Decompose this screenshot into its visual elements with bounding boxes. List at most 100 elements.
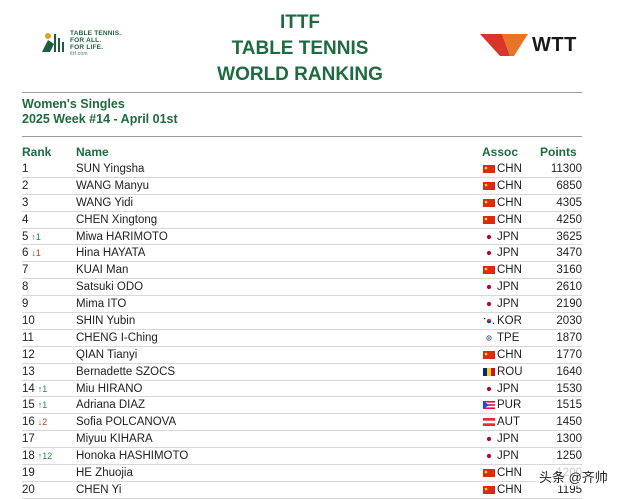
- assoc-code: CHN: [497, 163, 522, 175]
- rank-cell: 14 ↑1: [22, 381, 77, 397]
- table-row: 7 KUAI Man CHN 3160: [22, 262, 582, 280]
- rank-down-indicator: ↓1: [31, 248, 41, 259]
- rank-number: 7: [22, 264, 29, 277]
- points-cell: 1515: [556, 399, 582, 412]
- jpn-flag-icon: [483, 435, 495, 444]
- assoc-code: PUR: [497, 399, 522, 412]
- points-cell: 2610: [556, 281, 582, 294]
- assoc-code: JPN: [497, 281, 519, 294]
- player-name: Adriana DIAZ: [76, 399, 146, 412]
- rank-cell: 18 ↑12: [22, 448, 77, 464]
- jpn-flag-icon: [483, 384, 495, 393]
- player-name: Hina HAYATA: [76, 247, 146, 260]
- points-cell: 1640: [556, 365, 582, 378]
- week-label: 2025 Week #14 - April 01st: [22, 112, 178, 126]
- table-row: 17 Miyuu KIHARA JPN 1300: [22, 431, 582, 449]
- player-name: Bernadette SZOCS: [76, 365, 176, 378]
- category-label: Women's Singles: [22, 97, 125, 111]
- player-name: Mima ITO: [76, 298, 127, 311]
- jpn-flag-icon: [483, 283, 495, 292]
- points-cell: 1870: [556, 331, 582, 344]
- assoc-code: TPE: [497, 331, 520, 344]
- assoc-code: CHN: [497, 483, 522, 496]
- points-cell: 2190: [556, 298, 582, 311]
- table-row: 6 ↓1 Hina HAYATA JPN 3470: [22, 245, 582, 263]
- points-cell: 3625: [556, 230, 582, 243]
- table-row: 15 ↑1 Adriana DIAZ PUR 1515: [22, 397, 582, 415]
- assoc-code: CHN: [497, 196, 522, 209]
- assoc-code: JPN: [497, 230, 519, 243]
- player-name: CHEN Yi: [76, 483, 122, 496]
- chn-flag-icon: [483, 485, 495, 494]
- player-name: Miu HIRANO: [76, 382, 143, 395]
- rank-number: 8: [22, 281, 29, 294]
- chn-flag-icon: [483, 215, 495, 224]
- player-name: WANG Yidi: [76, 196, 134, 209]
- table-row: 2 WANG Manyu CHN 6850: [22, 178, 582, 195]
- assoc-code: JPN: [497, 298, 519, 311]
- player-name: Honoka HASHIMOTO: [76, 450, 189, 463]
- chn-flag-icon: [483, 350, 495, 359]
- points-cell: 1530: [556, 382, 582, 395]
- points-cell: 4250: [556, 213, 582, 226]
- rank-number: 20: [22, 483, 35, 496]
- assoc-code: KOR: [497, 315, 522, 328]
- top-divider: [22, 92, 582, 93]
- points-cell: 1300: [556, 433, 582, 446]
- aut-flag-icon: [483, 418, 495, 427]
- table-row: 4 CHEN Xingtong CHN 4250: [22, 212, 582, 229]
- table-row: 5 ↑1 Miwa HARIMOTO JPN 3625: [22, 229, 582, 246]
- table-row: 3 WANG Yidi CHN 4305: [22, 195, 582, 212]
- rank-number: 14: [22, 382, 35, 395]
- col-points-header: Points: [540, 145, 577, 159]
- rank-cell: 19: [22, 465, 77, 481]
- player-name: QIAN Tianyi: [76, 348, 138, 361]
- rank-cell: 17: [22, 431, 77, 447]
- player-name: Satsuki ODO: [76, 281, 144, 294]
- player-name: KUAI Man: [76, 264, 129, 277]
- player-name: CHEN Xingtong: [76, 213, 158, 226]
- rank-number: 13: [22, 365, 35, 378]
- rank-cell: 2: [22, 178, 77, 194]
- rank-number: 17: [22, 433, 35, 446]
- rank-number: 3: [22, 196, 29, 209]
- table-row: 10 SHIN Yubin KOR 2030: [22, 313, 582, 330]
- assoc-code: CHN: [497, 179, 522, 192]
- points-cell: 3470: [556, 247, 582, 260]
- wtt-logo: WTT: [480, 30, 590, 60]
- col-rank-header: Rank: [22, 145, 52, 159]
- chn-flag-icon: [483, 469, 495, 478]
- chn-flag-icon: [483, 266, 495, 275]
- table-row: 11 CHENG I-Ching TPE 1870: [22, 330, 582, 347]
- player-name: SUN Yingsha: [76, 163, 145, 175]
- rank-cell: 13: [22, 364, 77, 380]
- assoc-code: ROU: [497, 365, 523, 378]
- jpn-flag-icon: [483, 452, 495, 461]
- player-name: CHENG I-Ching: [76, 331, 158, 344]
- jpn-flag-icon: [483, 300, 495, 309]
- rank-cell: 8: [22, 279, 77, 295]
- points-cell: 1770: [556, 348, 582, 361]
- assoc-code: JPN: [497, 247, 519, 260]
- chn-flag-icon: [483, 165, 495, 173]
- assoc-code: CHN: [497, 348, 522, 361]
- ranking-subtitle: Women's Singles 2025 Week #14 - April 01…: [22, 97, 178, 127]
- kor-flag-icon: [483, 317, 495, 326]
- rank-cell: 5 ↑1: [22, 229, 77, 245]
- points-cell: 1250: [556, 450, 582, 463]
- player-name: Sofia POLCANOVA: [76, 416, 177, 429]
- rank-number: 16: [22, 416, 35, 429]
- rank-cell: 15 ↑1: [22, 397, 77, 413]
- rank-number: 19: [22, 467, 35, 480]
- rank-number: 6: [22, 247, 29, 260]
- rank-number: 9: [22, 298, 29, 311]
- subtitle-divider: [22, 136, 582, 137]
- jpn-flag-icon: [483, 232, 495, 241]
- rank-number: 4: [22, 213, 29, 226]
- assoc-code: JPN: [497, 433, 519, 446]
- rank-number: 5: [22, 230, 29, 243]
- ittf-logo: TABLE TENNIS. FOR ALL. FOR LIFE. ittf.co…: [40, 22, 140, 62]
- assoc-code: JPN: [497, 382, 519, 395]
- col-assoc-header: Assoc: [482, 145, 519, 159]
